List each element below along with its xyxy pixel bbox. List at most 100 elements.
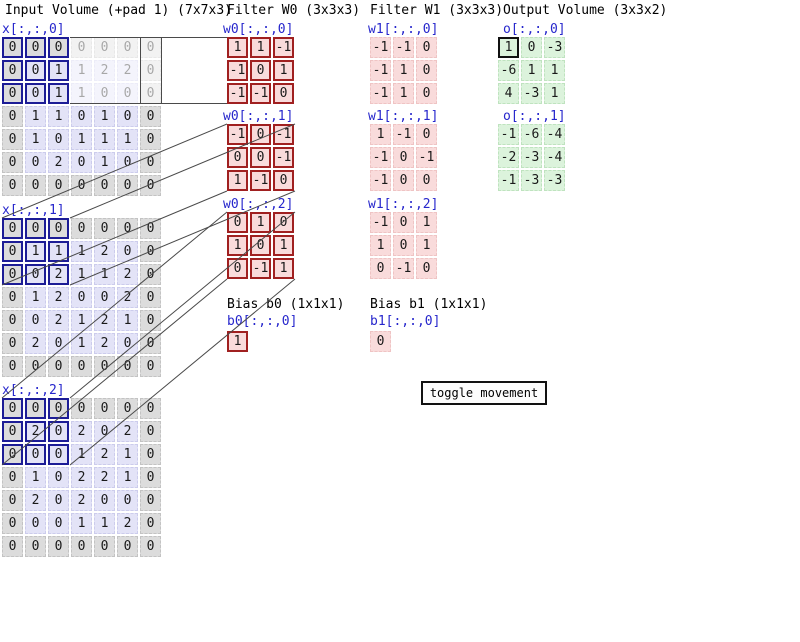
input-cell: 0: [117, 152, 138, 173]
w0-cell: 0: [250, 235, 271, 256]
input-receptive-field-cell: 0: [48, 37, 69, 58]
w0-cell: 1: [227, 235, 248, 256]
input-slice-2-label: x[:,:,2]: [2, 383, 65, 398]
input-cell: 1: [71, 241, 92, 262]
w0-cell: 0: [273, 170, 294, 191]
w1-cell: 1: [416, 212, 437, 233]
w1-cell: -1: [370, 212, 391, 233]
input-cell: 0: [140, 310, 161, 331]
input-receptive-field-cell: 0: [25, 444, 46, 465]
input-cell: 1: [94, 106, 115, 127]
input-cell: 0: [2, 129, 23, 150]
filter-w0-grid-1: -1 0 -1 0 0 -1 1 -1 0: [227, 124, 294, 191]
input-cell: 0: [2, 513, 23, 534]
input-cell: 0: [2, 152, 23, 173]
w0-cell: 0: [250, 60, 271, 81]
input-cell: 0: [94, 175, 115, 196]
w1-cell: -1: [370, 60, 391, 81]
input-cell: 2: [94, 310, 115, 331]
w1-cell: 0: [416, 60, 437, 81]
w1-cell: 1: [370, 124, 391, 145]
w0-cell: 1: [273, 235, 294, 256]
w0-cell: 1: [227, 170, 248, 191]
input-cell: 0: [2, 333, 23, 354]
input-cell: 1: [71, 333, 92, 354]
input-cell: 0: [140, 421, 161, 442]
w0-cell: 1: [227, 37, 248, 58]
w0-cell: -1: [273, 37, 294, 58]
w0-cell: -1: [227, 60, 248, 81]
w0-cell: 1: [273, 60, 294, 81]
input-cell: 0: [140, 264, 161, 285]
w1-cell: 0: [393, 170, 414, 191]
input-cell: 1: [48, 106, 69, 127]
input-cell: 2: [25, 333, 46, 354]
input-cell: 0: [71, 536, 92, 557]
input-receptive-field-cell: 1: [25, 241, 46, 262]
input-cell: 2: [48, 152, 69, 173]
input-cell: 2: [117, 421, 138, 442]
bias-b1-cell: 0: [370, 331, 391, 352]
input-cell: 2: [71, 490, 92, 511]
input-cell: 0: [140, 175, 161, 196]
input-cell: 2: [117, 287, 138, 308]
w0-cell: 0: [227, 147, 248, 168]
input-receptive-field-cell: 1: [48, 83, 69, 104]
input-cell: 1: [117, 310, 138, 331]
input-cell: 0: [94, 536, 115, 557]
out-cell: -2: [498, 147, 519, 168]
out-cell: -3: [544, 170, 565, 191]
input-cell: 0: [117, 356, 138, 377]
input-cell: 0: [140, 467, 161, 488]
input-cell: 0: [140, 490, 161, 511]
input-cell: 2: [25, 490, 46, 511]
input-cell: 0: [25, 536, 46, 557]
bias-b1-title: Bias b1 (1x1x1): [370, 297, 488, 312]
input-receptive-field-cell: 2: [48, 264, 69, 285]
output-volume-title: Output Volume (3x3x2): [503, 3, 668, 18]
w1-cell: 1: [393, 83, 414, 104]
w1-cell: 0: [416, 83, 437, 104]
input-cell: 0: [140, 356, 161, 377]
input-cell: 1: [71, 264, 92, 285]
input-cell: 0: [71, 218, 92, 239]
input-cell: 0: [140, 333, 161, 354]
filter-w1-grid-0: -1 -1 0 -1 1 0 -1 1 0: [370, 37, 437, 104]
input-cell: 0: [48, 356, 69, 377]
input-cell: 1: [117, 467, 138, 488]
input-cell: 1: [71, 310, 92, 331]
input-cell: 2: [94, 467, 115, 488]
w0-cell: -1: [273, 147, 294, 168]
w1-cell: -1: [416, 147, 437, 168]
out-cell: -4: [544, 124, 565, 145]
filter-w1-title: Filter W1 (3x3x3): [370, 3, 504, 18]
input-receptive-field-cell: 0: [25, 398, 46, 419]
out-cell: 1: [521, 60, 542, 81]
input-cell: 0: [117, 106, 138, 127]
out-cell: -3: [521, 147, 542, 168]
input-cell: 0: [2, 467, 23, 488]
w1-cell: -1: [393, 124, 414, 145]
input-cell: 0: [140, 106, 161, 127]
out-cell: -1: [498, 124, 519, 145]
out-cell: 0: [521, 37, 542, 58]
input-cell: 0: [71, 356, 92, 377]
filter-w1-grid-2: -1 0 1 1 0 1 0 -1 0: [370, 212, 437, 279]
out-cell: -3: [544, 37, 565, 58]
w1-cell: 0: [393, 147, 414, 168]
input-cell: 0: [117, 218, 138, 239]
input-cell: 0: [71, 175, 92, 196]
input-cell: 0: [140, 287, 161, 308]
input-cell: 0: [2, 175, 23, 196]
w0-cell: 1: [273, 258, 294, 279]
toggle-movement-button[interactable]: toggle movement: [421, 381, 547, 405]
input-cell: 0: [71, 106, 92, 127]
w1-cell: 0: [370, 258, 391, 279]
input-cell: 2: [117, 60, 138, 81]
input-slice-0-label: x[:,:,0]: [2, 22, 65, 37]
input-receptive-field-cell: 0: [2, 60, 23, 81]
out-cell: 1: [544, 83, 565, 104]
out-cell: 4: [498, 83, 519, 104]
